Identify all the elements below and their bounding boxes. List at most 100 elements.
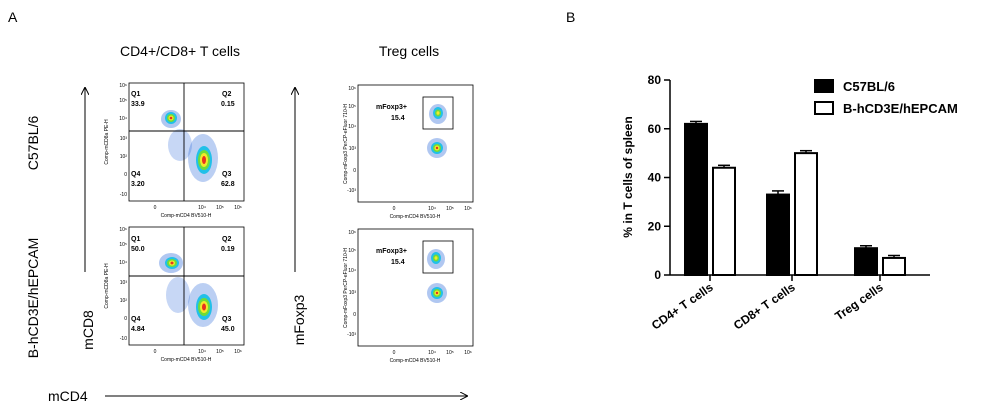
quadrant-plot-c57bl6: Q1 33.9 Q2 0.15 Q3 62.8 Q4 3.20 Comp-mCD… — [104, 82, 245, 219]
bar-c57bl6 — [766, 193, 790, 276]
q4-value: 3.20 — [131, 181, 145, 188]
gate-rectangle — [422, 96, 454, 130]
treg-plot-c57bl6: mFoxp3+ 15.4 Comp-mFoxp3 PerCP-eFluor 71… — [343, 84, 474, 220]
y-tick-label: 0 — [654, 268, 661, 282]
x-tick-label: 10⁴ — [198, 349, 206, 355]
legend-swatch — [814, 101, 834, 115]
q4-label: Q4 — [131, 171, 140, 178]
y-tick-label: 40 — [648, 171, 662, 185]
x-tick-label: 10⁵ — [446, 206, 454, 212]
legend-swatch — [814, 79, 834, 93]
q4-label: Q4 — [131, 316, 140, 323]
x-tick-label: 10⁶ — [464, 350, 472, 356]
mcd4-axis-label: mCD4 — [48, 388, 88, 404]
q3-label: Q3 — [222, 171, 231, 178]
x-tick-label: 10⁵ — [216, 205, 224, 211]
x-tick-label: 10⁵ — [446, 350, 454, 356]
x-tick-label: CD8+ T cells — [731, 280, 798, 333]
y-tick-label: 10⁵ — [348, 248, 356, 254]
density-cloud-foxp3-negative — [427, 283, 447, 303]
plot-frame — [128, 226, 245, 346]
x-axis-label: Comp-mCD4 BV510-H — [390, 358, 441, 364]
panel-b-label: B — [566, 9, 575, 25]
x-tick-label: CD4+ T cells — [649, 280, 716, 333]
panel-a-label: A — [8, 9, 18, 25]
q1-label: Q1 — [131, 91, 140, 98]
gate-value: 15.4 — [391, 115, 405, 122]
x-tick-label: Treg cells — [832, 280, 886, 323]
y-axis-label: Comp-mFoxp3 PerCP-eFluor 710-H — [343, 248, 349, 328]
mcd8-axis-label: mCD8 — [80, 310, 96, 350]
col-title-cd4-cd8: CD4+/CD8+ T cells — [120, 43, 240, 59]
treg-plot-hcd3e: mFoxp3+ 15.4 Comp-mFoxp3 PerCP-eFluor 71… — [343, 228, 474, 364]
x-tick-label: 10⁴ — [428, 206, 436, 212]
y-tick-label: 10⁶ — [119, 83, 127, 89]
density-cloud-q3 — [188, 134, 218, 182]
y-axis-label: % in T cells of spleen — [621, 116, 635, 237]
density-cloud-foxp3-negative — [427, 138, 447, 158]
y-tick-label: 10³ — [120, 136, 128, 142]
panel-b: B 0 20 40 60 80 % in T cells of spleen CD4+ T … — [566, 9, 958, 333]
q3-label: Q3 — [222, 316, 231, 323]
bar-chart: 0 20 40 60 80 % in T cells of spleen CD4+ T ce… — [621, 73, 958, 333]
y-tick-label: -10³ — [347, 332, 356, 338]
x-tick-labels: 0 10⁴ 10⁵ 10⁶ — [393, 206, 472, 212]
x-tick-label: 0 — [154, 205, 157, 211]
col-title-treg: Treg cells — [379, 43, 439, 59]
y-tick-label: 0 — [124, 172, 127, 178]
y-tick-label: 10² — [120, 154, 128, 160]
x-tick-label: 10⁶ — [464, 206, 472, 212]
y-tick-label: 10⁶ — [348, 230, 356, 236]
y-tick-label: 10⁵ — [348, 104, 356, 110]
bar-hcd3e — [794, 152, 818, 276]
x-tick-label: 0 — [393, 206, 396, 212]
density-cloud-q4 — [166, 277, 190, 313]
x-tick-label: 0 — [154, 349, 157, 355]
plot-frame — [357, 228, 474, 347]
density-cloud-q3 — [188, 283, 218, 327]
y-tick-label: 60 — [648, 122, 662, 136]
q2-label: Q2 — [222, 236, 231, 243]
y-tick-label: 0 — [353, 168, 356, 174]
panel-a: A CD4+/CD8+ T cells Treg cells C57BL/6 B… — [8, 9, 474, 404]
density-cloud-foxp3-positive — [429, 104, 447, 124]
bar-c57bl6 — [854, 247, 878, 276]
x-tick-label: 10⁶ — [234, 205, 242, 211]
y-tick-label: 10⁶ — [348, 86, 356, 92]
gate-value: 15.4 — [391, 259, 405, 266]
plot-frame — [128, 82, 245, 202]
y-tick-label: 0 — [353, 312, 356, 318]
q2-value: 0.15 — [221, 101, 235, 108]
bar-hcd3e — [712, 166, 736, 276]
y-tick-label: 10³ — [120, 280, 128, 286]
x-tick-label: 10⁴ — [198, 205, 206, 211]
y-tick-label: 10³ — [349, 146, 357, 152]
row-label-hcd3e: B-hCD3E/hEPCAM — [25, 238, 41, 359]
density-cloud-q1 — [161, 110, 181, 128]
q1-label: Q1 — [131, 236, 140, 243]
y-tick-label: 20 — [648, 219, 662, 233]
y-tick-label: 10³ — [349, 290, 357, 296]
y-tick-labels: 10⁶ 10⁵ 10⁴ 10³ 0 -10³ — [347, 230, 356, 338]
x-axis-label: Comp-mCD4 BV510-H — [161, 357, 212, 363]
y-tick-label: 10² — [120, 298, 128, 304]
x-tick-label: 10⁶ — [234, 349, 242, 355]
legend-entry: B-hCD3E/hEPCAM — [843, 101, 958, 116]
q3-value: 45.0 — [221, 326, 235, 333]
y-axis-label: Comp-mCD8a PE-H — [104, 263, 110, 309]
density-cloud-q1 — [159, 253, 183, 273]
y-tick-label: 0 — [124, 316, 127, 322]
y-tick-label: 10⁴ — [119, 116, 127, 122]
y-tick-labels: 10⁶ 10⁵ 10⁴ 10³ 0 -10³ — [347, 86, 356, 194]
density-cloud-q4 — [168, 129, 192, 161]
y-tick-label: 10⁶ — [119, 227, 127, 233]
y-tick-label: 10⁵ — [119, 242, 127, 248]
bar-c57bl6 — [684, 122, 708, 276]
x-tick-labels: 0 10⁴ 10⁵ 10⁶ — [154, 205, 242, 211]
q4-value: 4.84 — [131, 326, 145, 333]
gate-label: mFoxp3+ — [376, 104, 407, 111]
density-cloud-foxp3-positive — [427, 249, 445, 269]
y-tick-label: 10⁵ — [119, 98, 127, 104]
x-tick-labels: 0 10⁴ 10⁵ 10⁶ — [154, 349, 242, 355]
